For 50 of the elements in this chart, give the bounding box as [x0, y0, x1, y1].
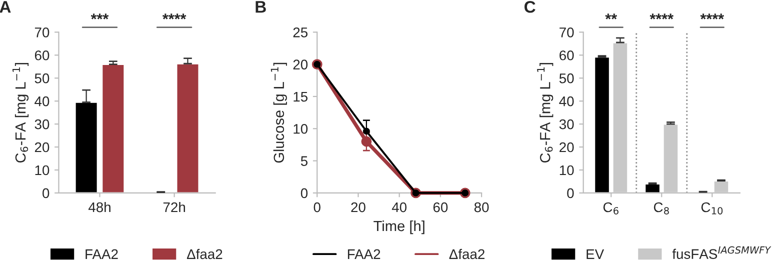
y-tick-label: 50: [559, 73, 574, 84]
y-tick-label: 30: [559, 119, 574, 130]
y-tick-label: 10: [35, 165, 50, 176]
x-tick-label: C$_{8}$: [654, 202, 669, 214]
y-tick-label: 60: [34, 50, 50, 60]
y-tick-label: 20: [560, 142, 574, 152]
x-tick-label: 20: [351, 202, 366, 212]
x-tick-label: C$_{6}$: [603, 202, 618, 214]
y-tick-label: 10: [560, 165, 574, 176]
x-tick-label: C$_{10}$: [701, 202, 723, 214]
y-tick-label: 15: [294, 92, 308, 102]
legend-label: Δfaa2: [449, 248, 484, 260]
legend-label: FAA2: [86, 249, 118, 259]
x-tick-label: 80: [474, 202, 489, 212]
y-tick-label: 10: [294, 124, 308, 134]
legend-label: Δfaa2: [186, 248, 222, 260]
y-tick-label: 50: [34, 73, 50, 84]
x-tick-label: 40: [392, 202, 407, 212]
y-tick-label: 20: [34, 142, 50, 152]
legend-label: fusFAS$^{IAGSMWFY}$: [672, 246, 772, 259]
y-tick-label: 0: [42, 188, 50, 198]
y-tick-label: 40: [34, 96, 50, 106]
chart-title: B: [256, 1, 266, 13]
y-tick-label: 70: [560, 27, 574, 38]
y-tick-label: 20: [293, 60, 308, 70]
x-axis-title: Time [h]: [374, 220, 424, 234]
y-tick-label: 0: [300, 188, 308, 198]
y-tick-label: 30: [34, 119, 50, 130]
y-tick-label: 5: [300, 156, 308, 166]
x-tick-label: 48h: [88, 202, 110, 212]
x-tick-label: 72h: [163, 202, 185, 212]
text: **: [605, 14, 618, 20]
x-tick-label: 60: [433, 202, 448, 212]
legend-label: FAA2: [348, 249, 380, 259]
y-tick-label: 40: [559, 96, 574, 106]
chart-title: C: [524, 0, 536, 13]
y-tick-label: 25: [293, 27, 308, 38]
legend-label: EV: [586, 249, 604, 259]
text: ****: [650, 14, 674, 20]
chart-title: A: [0, 1, 11, 13]
text: ****: [162, 14, 186, 20]
y-tick-label: 0: [567, 188, 574, 198]
y-axis-title: C$_{6}$-FA [mg L$^{−1}$]: [12, 63, 29, 162]
x-tick-label: 0: [314, 202, 320, 212]
y-axis-title: Glucose [g L$^{−1}$]: [270, 62, 287, 163]
text: ***: [90, 14, 109, 20]
y-tick-label: 70: [34, 27, 50, 38]
y-axis-title: C$_{6}$-FA [mg L$^{−1}$]: [537, 63, 554, 162]
y-tick-label: 60: [560, 50, 574, 60]
text: ****: [700, 14, 724, 20]
